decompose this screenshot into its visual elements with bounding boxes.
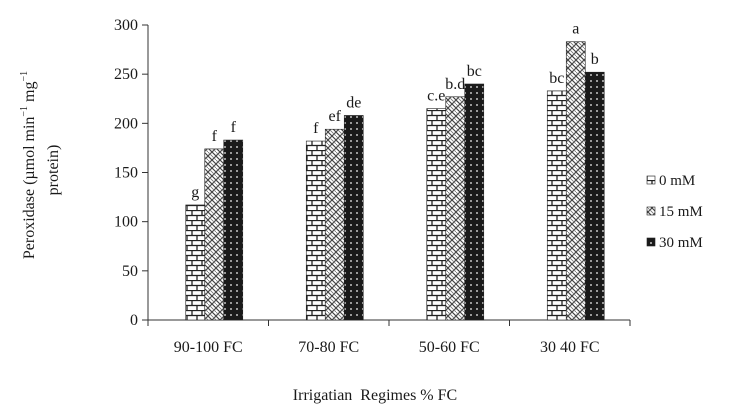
significance-letter: f xyxy=(313,120,319,137)
x-tick-label: 70-80 FC xyxy=(298,339,359,356)
bar-15-mm xyxy=(324,128,345,321)
legend-swatch xyxy=(646,237,656,247)
y-tick-label: 300 xyxy=(114,17,138,34)
bar-30-mm xyxy=(343,115,364,321)
significance-letter: bc xyxy=(467,63,482,80)
y-axis: 0 50 100 150 200 250 300 xyxy=(114,17,149,329)
significance-letter: de xyxy=(346,94,361,111)
significance-letter: b xyxy=(591,51,599,68)
x-tick-label: 50-60 FC xyxy=(419,339,480,356)
x-tick-label: 30 40 FC xyxy=(540,339,600,356)
significance-letter: f xyxy=(231,119,237,136)
y-tick-label: 100 xyxy=(114,214,138,231)
significance-letter: b.d xyxy=(445,76,465,93)
bar-0-mm xyxy=(185,204,206,321)
significance-letter: c.e xyxy=(427,88,445,105)
y-axis-title-part1: Peroxidase (µmol min xyxy=(21,117,38,260)
y-tick-label: 200 xyxy=(114,115,138,132)
y-axis-title-mid: mg xyxy=(21,82,38,106)
bar-0-mm xyxy=(546,90,567,321)
legend-swatch xyxy=(646,206,656,216)
significance-letter: ef xyxy=(329,108,342,125)
y-tick-label: 0 xyxy=(130,312,138,329)
significance-letter: f xyxy=(212,128,218,145)
x-tick-label: 90-100 FC xyxy=(174,339,243,356)
bar-30-mm xyxy=(464,83,485,321)
y-axis-title-line2: protein) xyxy=(45,145,62,196)
legend-swatch xyxy=(646,175,656,185)
bar-15-mm xyxy=(204,148,225,321)
legend-label: 0 mM xyxy=(659,173,695,189)
bar-30-mm xyxy=(584,71,605,321)
legend: 0 mM 15 mM 30 mM xyxy=(646,173,703,251)
y-tick-label: 50 xyxy=(122,263,138,280)
legend-label: 15 mM xyxy=(659,204,703,220)
x-axis-title: Irrigatian Regimes % FC xyxy=(293,387,457,404)
significance-letter: bc xyxy=(549,70,564,87)
y-tick-label: 250 xyxy=(114,66,138,83)
legend-label: 30 mM xyxy=(659,235,703,251)
significance-letter: g xyxy=(191,184,199,201)
x-axis: 90-100 FC 70-80 FC 50-60 FC 30 40 FC xyxy=(147,319,631,356)
bar-30-mm xyxy=(223,139,244,321)
y-tick-label: 150 xyxy=(114,165,138,182)
bar-15-mm xyxy=(565,41,586,321)
y-axis-title-sup2: −1 xyxy=(19,71,30,82)
significance-letter: a xyxy=(572,21,579,38)
bars xyxy=(185,41,605,321)
bar-0-mm xyxy=(426,108,447,321)
bar-0-mm xyxy=(305,140,326,321)
bar-15-mm xyxy=(445,96,466,321)
y-axis-title: Peroxidase (µmol min−1 mg−1 xyxy=(19,71,38,259)
y-axis-title-sup1: −1 xyxy=(19,106,30,117)
